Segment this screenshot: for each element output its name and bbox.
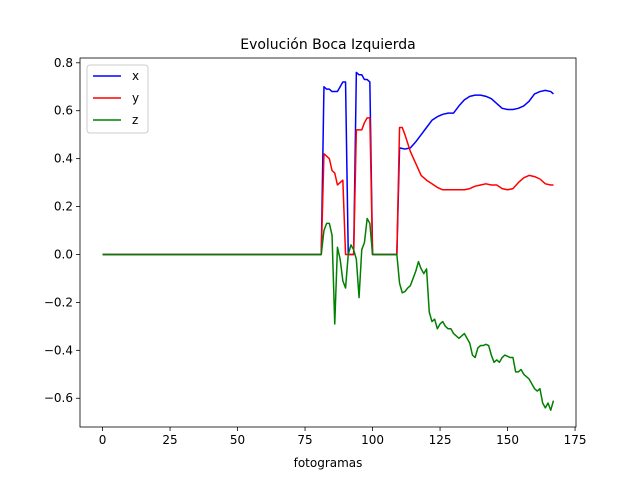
- y-tick-label: 0.0: [54, 247, 73, 261]
- legend-label-y: y: [132, 91, 139, 105]
- plot-area: 0 25 50 75 100 125 150 175 −0.6 −0.4 −0.2 0.0 0.2 0.4…: [44, 56, 587, 447]
- series-line-y: [102, 117, 554, 256]
- legend-label-x: x: [132, 69, 139, 83]
- x-tick-label: 25: [162, 433, 177, 447]
- x-tick-label: 50: [230, 433, 245, 447]
- y-tick-label: −0.6: [44, 391, 73, 405]
- x-tick-label: 150: [496, 433, 519, 447]
- x-tick-label: 100: [361, 433, 384, 447]
- x-axis-label: fotogramas: [294, 456, 363, 470]
- x-tick-label: 125: [429, 433, 452, 447]
- x-tick-label: 0: [99, 433, 107, 447]
- y-tick-label: 0.4: [54, 152, 73, 166]
- y-tick-label: −0.4: [44, 343, 73, 357]
- y-tick-label: 0.8: [54, 56, 73, 70]
- plot-frame: [79, 57, 577, 428]
- series-line-z: [102, 217, 555, 411]
- y-tick-label: 0.2: [54, 200, 73, 214]
- legend-label-z: z: [132, 113, 138, 127]
- y-tick-label: 0.6: [54, 104, 73, 118]
- y-tick-label: −0.2: [44, 295, 73, 309]
- x-tick-label: 175: [564, 433, 587, 447]
- x-tick-label: 75: [297, 433, 312, 447]
- legend-box: [86, 64, 149, 134]
- chart-title: Evolución Boca Izquierda: [240, 37, 416, 53]
